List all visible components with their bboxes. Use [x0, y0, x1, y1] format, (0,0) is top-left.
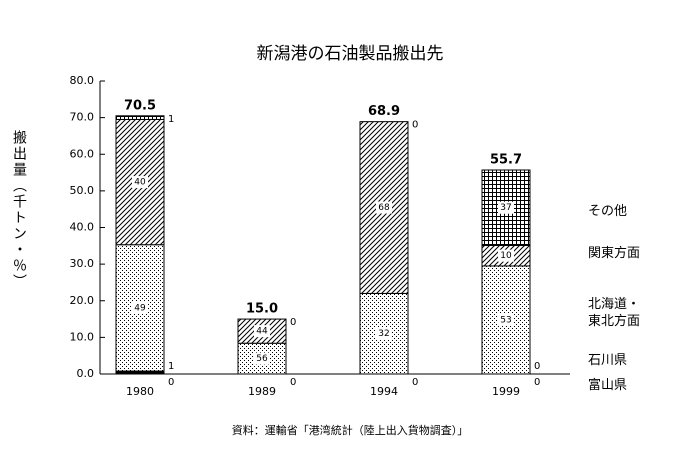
y-tick-label: 40.0	[70, 221, 95, 234]
total-label: 68.9	[368, 104, 400, 119]
legend-label: その他	[588, 204, 628, 219]
y-tick-label: 70.0	[70, 111, 95, 124]
share-label: 40	[134, 178, 146, 188]
legend-label: 富山県	[588, 378, 628, 393]
share-label: 0	[290, 377, 296, 388]
chart-title: 新潟港の石油製品搬出先	[257, 44, 444, 64]
y-tick-label: 30.0	[70, 257, 95, 270]
y-tick-label: 20.0	[70, 294, 95, 307]
label-bg	[498, 249, 514, 262]
label-bg	[498, 201, 514, 214]
share-label: 10	[500, 251, 512, 261]
label-bg	[376, 201, 392, 214]
label-bg	[132, 176, 148, 189]
share-label: 44	[256, 327, 268, 337]
label-bg	[254, 325, 270, 338]
label-bg	[498, 313, 514, 326]
share-label: 0	[168, 377, 174, 388]
y-tick-label: 60.0	[70, 147, 95, 160]
share-label: 0	[290, 317, 296, 328]
share-label: 56	[256, 354, 268, 364]
share-label: 0	[534, 377, 540, 388]
x-tick-label: 1999	[492, 385, 520, 398]
share-label: 1	[168, 361, 174, 372]
x-tick-label: 1980	[126, 385, 154, 398]
share-label: 0	[412, 377, 418, 388]
legend-label: 関東方面	[588, 246, 641, 261]
share-label: 68	[378, 203, 390, 213]
share-label: 53	[500, 315, 511, 325]
label-bg	[132, 301, 148, 314]
x-tick-label: 1994	[370, 385, 398, 398]
y-axis-label: 搬出量（千トン・％）	[11, 130, 27, 290]
bar-segment	[115, 115, 165, 120]
legend-label: 北海道・東北方面	[588, 297, 641, 329]
y-tick-label: 0.0	[77, 367, 95, 380]
share-label: 0	[412, 120, 418, 131]
total-label: 55.7	[490, 152, 522, 167]
label-bg	[254, 352, 270, 365]
share-label: 0	[534, 361, 540, 372]
share-label: 1	[168, 114, 174, 125]
y-tick-label: 80.0	[70, 74, 95, 87]
label-bg	[376, 327, 392, 340]
legend-label: 石川県	[588, 353, 628, 368]
share-label: 37	[500, 203, 511, 213]
total-label: 70.5	[124, 98, 156, 113]
share-label: 32	[378, 329, 389, 339]
y-tick-label: 10.0	[70, 330, 95, 343]
y-tick-label: 50.0	[70, 184, 95, 197]
share-label: 49	[134, 303, 146, 313]
total-label: 15.0	[246, 302, 278, 317]
x-tick-label: 1989	[248, 385, 276, 398]
source: 資料：運輸省「港湾統計（陸上出入貨物調査）」	[232, 423, 469, 437]
